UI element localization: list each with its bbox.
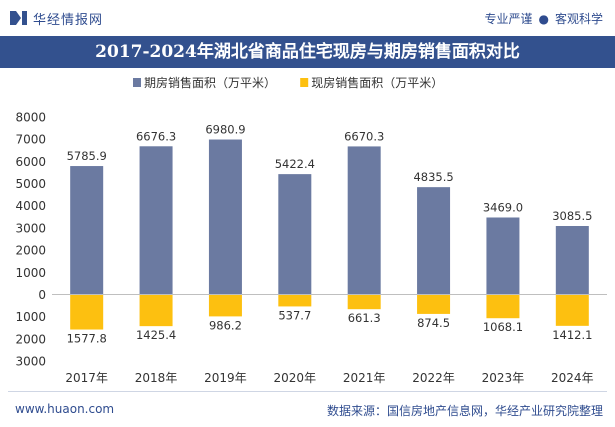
y-tick-label: 1000 bbox=[15, 266, 46, 280]
data-label-presale: 5422.4 bbox=[275, 157, 315, 171]
tagline-dot: ● bbox=[538, 12, 549, 26]
x-tick-label: 2018年 bbox=[135, 371, 178, 385]
bar-completed bbox=[278, 294, 312, 307]
data-label-presale: 3469.0 bbox=[483, 200, 523, 214]
y-tick-label: 6000 bbox=[15, 155, 46, 169]
data-label-completed: 1577.8 bbox=[67, 332, 107, 346]
data-label-presale: 6980.9 bbox=[205, 123, 245, 137]
legend-label-2: 现房销售面积（万平米） bbox=[311, 75, 443, 90]
x-tick-label: 2024年 bbox=[551, 371, 594, 385]
bar-completed bbox=[208, 294, 242, 317]
data-label-completed: 661.3 bbox=[348, 311, 381, 325]
chart-title: 2017-2024年湖北省商品住宅现房与期房销售面积对比 bbox=[0, 36, 615, 68]
y-tick-label: 1000 bbox=[15, 310, 46, 324]
data-label-presale: 6670.3 bbox=[344, 129, 384, 143]
chart: 期房销售面积（万平米） 现房销售面积（万平米） 8000 7000 6000 5000 40… bbox=[15, 75, 607, 385]
data-label-completed: 1068.1 bbox=[483, 320, 523, 334]
x-tick-label: 2020年 bbox=[274, 371, 317, 385]
brand-name: 华经情报网 bbox=[33, 13, 104, 28]
x-tick-label: 2019年 bbox=[204, 371, 247, 385]
bar-presale bbox=[208, 139, 242, 295]
data-label-completed: 1412.1 bbox=[552, 328, 592, 342]
data-label-completed: 1425.4 bbox=[136, 328, 176, 342]
data-label-presale: 6676.3 bbox=[136, 129, 176, 143]
bar-presale bbox=[417, 187, 451, 295]
bar-presale bbox=[278, 174, 312, 295]
data-label-completed: 986.2 bbox=[209, 318, 242, 332]
logo-icon bbox=[10, 11, 27, 25]
bar-presale bbox=[139, 146, 173, 295]
legend-swatch-2 bbox=[300, 78, 309, 87]
tagline-left: 专业严谨 bbox=[484, 12, 533, 26]
bar-presale bbox=[486, 217, 520, 295]
tagline: 专业严谨 ● 客观科学 bbox=[484, 10, 603, 27]
x-tick-label: 2021年 bbox=[343, 371, 386, 385]
y-tick-label: 4000 bbox=[15, 199, 46, 213]
legend-swatch-1 bbox=[133, 78, 141, 87]
data-label-presale: 5785.9 bbox=[67, 149, 107, 163]
y-tick-label: 3000 bbox=[15, 221, 46, 235]
legend-label-1: 期房销售面积（万平米） bbox=[144, 75, 276, 90]
bar-completed bbox=[555, 294, 589, 326]
bar-completed bbox=[139, 294, 173, 327]
y-tick-label: 0 bbox=[38, 288, 46, 302]
tagline-right: 客观科学 bbox=[554, 12, 603, 26]
y-tick-label: 5000 bbox=[15, 177, 46, 191]
bar-presale bbox=[70, 166, 104, 295]
data-label-completed: 537.7 bbox=[278, 308, 311, 322]
x-tick-label: 2017年 bbox=[65, 371, 108, 385]
x-tick-label: 2023年 bbox=[482, 371, 525, 385]
bar-completed bbox=[417, 294, 451, 314]
x-tick-label: 2022年 bbox=[412, 371, 455, 385]
bar-presale bbox=[347, 146, 381, 295]
bar-completed bbox=[347, 294, 381, 310]
footer: www.huaon.com 数据来源：国信房地产信息网，华经产业研究院整理 bbox=[0, 391, 615, 427]
footer-divider bbox=[8, 391, 607, 392]
y-tick-label: 2000 bbox=[15, 332, 46, 346]
bar-completed bbox=[70, 294, 104, 330]
site-url: www.huaon.com bbox=[15, 402, 115, 416]
y-tick-label: 7000 bbox=[15, 133, 46, 147]
data-label-completed: 874.5 bbox=[417, 316, 450, 330]
y-tick-label: 2000 bbox=[15, 244, 46, 258]
data-label-presale: 3085.5 bbox=[552, 209, 592, 223]
data-source: 数据来源：国信房地产信息网，华经产业研究院整理 bbox=[326, 404, 603, 418]
data-label-presale: 4835.5 bbox=[413, 170, 453, 184]
bar-completed bbox=[486, 294, 520, 319]
bar-presale bbox=[555, 226, 589, 295]
y-tick-label: 8000 bbox=[15, 110, 46, 124]
y-tick-label: 3000 bbox=[15, 355, 46, 369]
header-bar: 华经情报网 专业严谨 ● 客观科学 bbox=[0, 0, 615, 36]
